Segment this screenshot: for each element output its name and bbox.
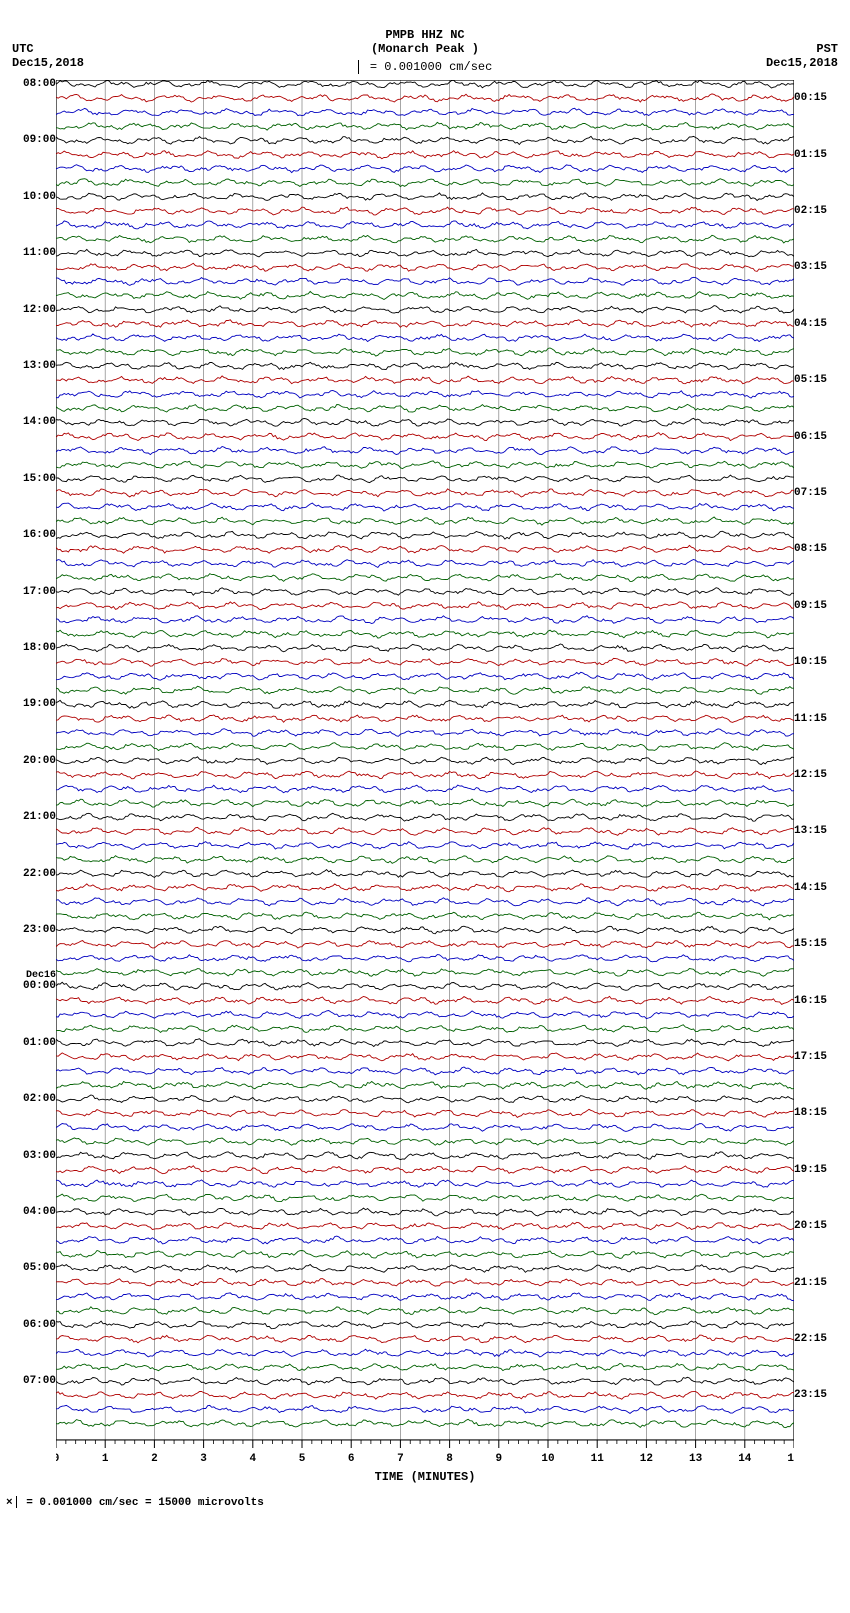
plot-area: 08:0009:0010:0011:0012:0013:0014:0015:00… <box>56 80 794 1440</box>
svg-text:9: 9 <box>495 1453 502 1464</box>
pst-time-label: 20:15 <box>794 1220 846 1232</box>
seismogram-page: UTC Dec15,2018 PMPB HHZ NC (Monarch Peak… <box>0 0 850 1509</box>
pst-time-label: 14:15 <box>794 882 846 894</box>
utc-time-label: 14:00 <box>4 416 56 428</box>
svg-text:8: 8 <box>446 1453 453 1464</box>
pst-time-label: 23:15 <box>794 1389 846 1401</box>
utc-time-label: 06:00 <box>4 1319 56 1331</box>
pst-time-label: 10:15 <box>794 656 846 668</box>
pst-time-label: 22:15 <box>794 1333 846 1345</box>
utc-time-label: 23:00 <box>4 924 56 936</box>
utc-time-label: 12:00 <box>4 304 56 316</box>
pst-time-label: 19:15 <box>794 1164 846 1176</box>
utc-time-label: 16:00 <box>4 529 56 541</box>
seismogram-plot <box>56 80 794 1440</box>
pst-time-label: 16:15 <box>794 995 846 1007</box>
scale-text: = 0.001000 cm/sec <box>363 60 493 74</box>
pst-time-label: 01:15 <box>794 149 846 161</box>
svg-text:0: 0 <box>56 1453 59 1464</box>
utc-time-label: 11:00 <box>4 247 56 259</box>
station-name: (Monarch Peak ) <box>0 42 850 56</box>
svg-text:15: 15 <box>787 1453 794 1464</box>
utc-time-label: 03:00 <box>4 1150 56 1162</box>
footer-text: = 0.001000 cm/sec = 15000 microvolts <box>20 1497 264 1509</box>
utc-time-label: 19:00 <box>4 698 56 710</box>
pst-time-label: 00:15 <box>794 92 846 104</box>
utc-time-label: 02:00 <box>4 1093 56 1105</box>
x-axis-title: TIME (MINUTES) <box>56 1470 794 1484</box>
svg-text:1: 1 <box>102 1453 109 1464</box>
pst-time-label: 15:15 <box>794 938 846 950</box>
pst-time-label: 04:15 <box>794 318 846 330</box>
utc-time-label: 17:00 <box>4 586 56 598</box>
footer-scale: × = 0.001000 cm/sec = 15000 microvolts <box>6 1496 850 1509</box>
svg-text:11: 11 <box>591 1453 605 1464</box>
x-axis: 0123456789101112131415 TIME (MINUTES) <box>56 1440 794 1484</box>
pst-time-label: 11:15 <box>794 713 846 725</box>
svg-text:13: 13 <box>689 1453 703 1464</box>
svg-text:3: 3 <box>200 1453 207 1464</box>
station-code: PMPB HHZ NC <box>0 28 850 42</box>
pst-time-label: 17:15 <box>794 1051 846 1063</box>
right-tz: PST <box>766 42 838 56</box>
svg-text:2: 2 <box>151 1453 158 1464</box>
utc-time-label: 10:00 <box>4 191 56 203</box>
utc-time-label: 22:00 <box>4 868 56 880</box>
right-timezone-block: PST Dec15,2018 <box>766 42 838 70</box>
title-block: PMPB HHZ NC (Monarch Peak ) = 0.001000 c… <box>0 28 850 74</box>
header: UTC Dec15,2018 PMPB HHZ NC (Monarch Peak… <box>0 0 850 80</box>
pst-time-label: 21:15 <box>794 1277 846 1289</box>
pst-time-label: 05:15 <box>794 374 846 386</box>
svg-text:6: 6 <box>348 1453 355 1464</box>
x-axis-ticks: 0123456789101112131415 <box>56 1440 794 1464</box>
scale-bar-icon <box>16 1496 17 1508</box>
utc-time-label: 05:00 <box>4 1262 56 1274</box>
pst-time-label: 07:15 <box>794 487 846 499</box>
svg-text:10: 10 <box>541 1453 554 1464</box>
scale-indicator: = 0.001000 cm/sec <box>0 60 850 74</box>
utc-time-label: 13:00 <box>4 360 56 372</box>
pst-time-label: 18:15 <box>794 1107 846 1119</box>
utc-time-label: 21:00 <box>4 811 56 823</box>
utc-time-label: 15:00 <box>4 473 56 485</box>
utc-time-label: 07:00 <box>4 1375 56 1387</box>
utc-time-label: 00:00 <box>4 980 56 992</box>
pst-time-label: 02:15 <box>794 205 846 217</box>
utc-time-label: 18:00 <box>4 642 56 654</box>
svg-text:5: 5 <box>299 1453 306 1464</box>
utc-time-label: 04:00 <box>4 1206 56 1218</box>
pst-time-label: 12:15 <box>794 769 846 781</box>
pst-time-label: 13:15 <box>794 825 846 837</box>
pst-time-label: 03:15 <box>794 261 846 273</box>
utc-time-label: 08:00 <box>4 78 56 90</box>
svg-text:7: 7 <box>397 1453 404 1464</box>
svg-text:12: 12 <box>640 1453 653 1464</box>
scale-bar-icon <box>358 60 359 74</box>
pst-time-label: 08:15 <box>794 543 846 555</box>
utc-time-label: 09:00 <box>4 134 56 146</box>
right-date: Dec15,2018 <box>766 56 838 70</box>
pst-time-label: 09:15 <box>794 600 846 612</box>
utc-time-label: 01:00 <box>4 1037 56 1049</box>
utc-time-label: 20:00 <box>4 755 56 767</box>
pst-time-label: 06:15 <box>794 431 846 443</box>
svg-text:4: 4 <box>249 1453 256 1464</box>
svg-text:14: 14 <box>738 1453 752 1464</box>
